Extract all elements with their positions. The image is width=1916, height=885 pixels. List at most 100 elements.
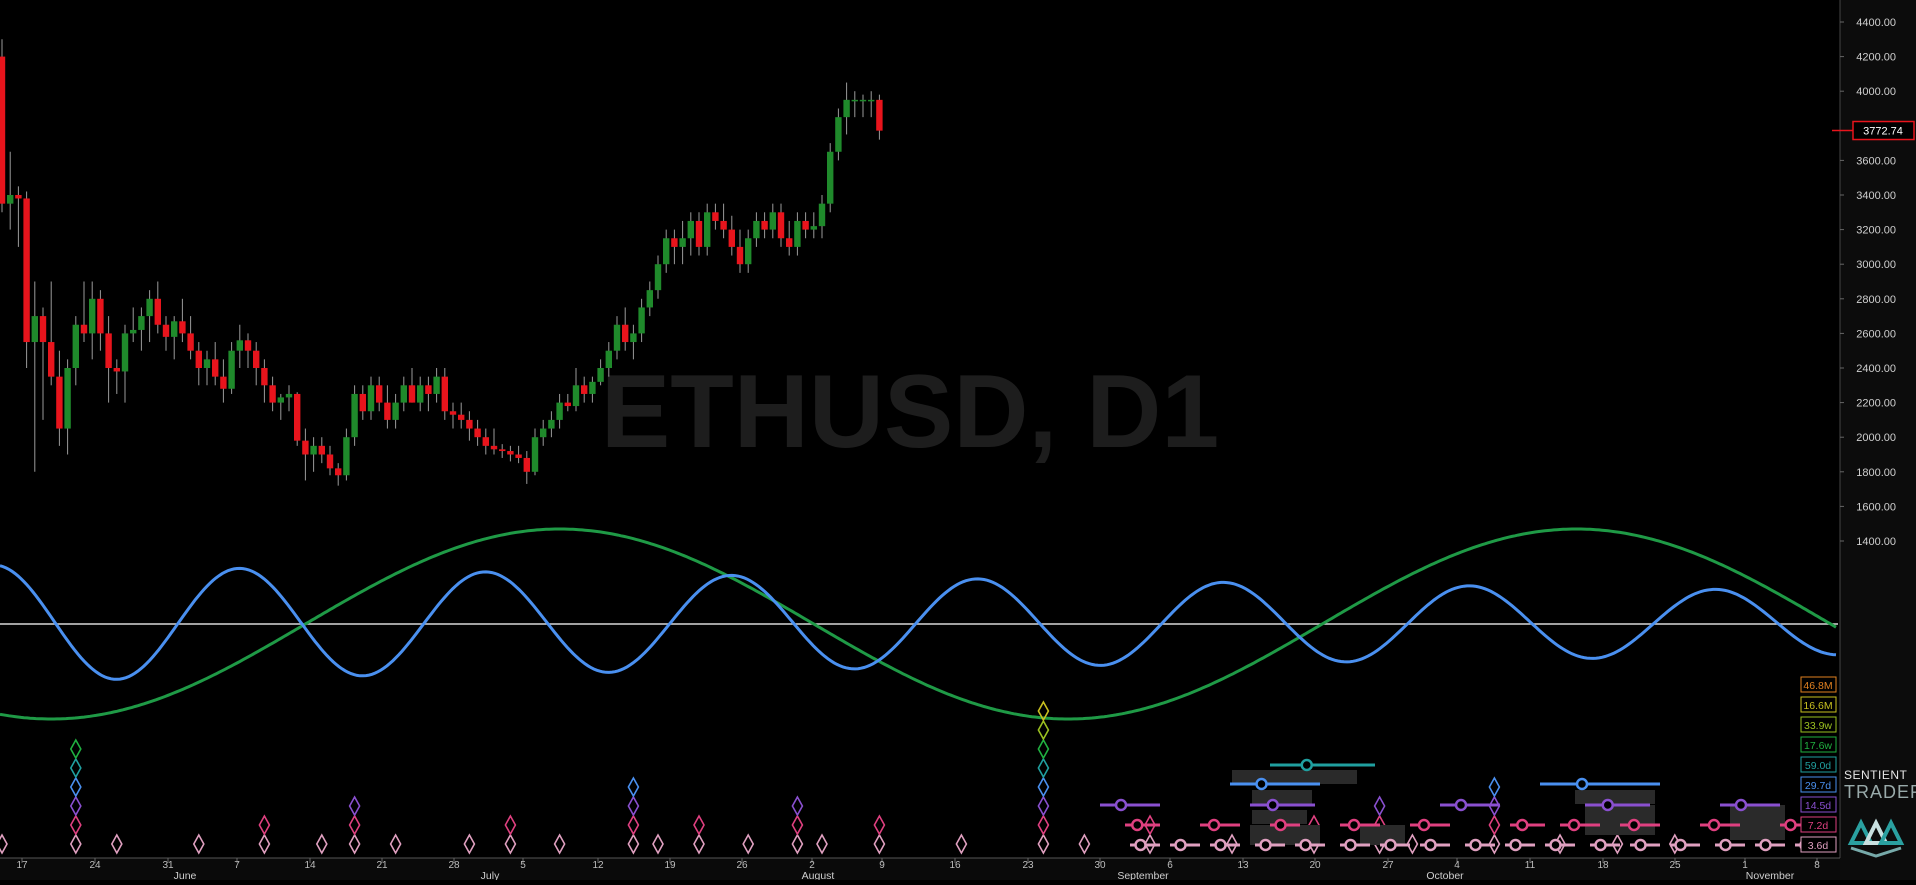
candle-body <box>433 376 440 394</box>
cycle-diamond <box>69 814 82 836</box>
candle-body <box>285 393 293 398</box>
candle-body <box>868 99 875 102</box>
x-month-label: August <box>802 870 835 880</box>
candle-body <box>7 195 14 204</box>
candle-body <box>56 376 63 429</box>
x-month-label: July <box>481 870 500 880</box>
x-day-label: 30 <box>1094 860 1106 871</box>
phasing-marker <box>1259 838 1272 852</box>
x-month-label: June <box>174 870 197 880</box>
candle-body <box>367 385 375 412</box>
candle-body <box>212 359 219 377</box>
candle-body <box>786 238 793 247</box>
cycle-diamond <box>315 833 328 855</box>
cycle-diamond <box>258 833 271 855</box>
candle-body <box>171 321 178 337</box>
phasing-marker <box>1255 777 1268 791</box>
candle-body <box>97 298 104 334</box>
cycle-diamond <box>1406 833 1419 855</box>
phasing-marker <box>1719 838 1732 852</box>
candle-body <box>244 340 252 351</box>
candle-body <box>663 238 670 265</box>
candle-body <box>31 316 38 343</box>
candle-body <box>48 342 55 377</box>
cycle-label: 46.8M <box>1803 680 1832 692</box>
cycle-diamond <box>1037 814 1050 836</box>
candle-body <box>646 290 653 308</box>
candle-body <box>597 368 604 382</box>
candle-body <box>507 451 514 455</box>
candle-body <box>318 445 325 455</box>
candle-body <box>441 376 448 412</box>
x-day-label: 31 <box>162 860 174 871</box>
phasing-block <box>1585 805 1655 835</box>
cycle-diamond <box>1037 738 1050 760</box>
cycle-diamond <box>1488 814 1501 836</box>
phasing-marker <box>1114 798 1128 812</box>
candle-body <box>679 238 686 247</box>
cycle-long <box>0 527 1837 721</box>
candle-body <box>351 393 358 438</box>
cycle-label-box <box>1800 756 1837 773</box>
phasing-marker <box>1575 777 1589 791</box>
phasing-marker <box>1266 798 1279 812</box>
x-day-label: 6 <box>1167 860 1173 871</box>
y-tick-label: 1400.00 <box>1856 536 1896 548</box>
x-day-label: 12 <box>592 860 604 871</box>
y-tick-label: 1600.00 <box>1856 501 1896 513</box>
candle-body <box>72 324 79 368</box>
cycle-diamond <box>627 814 640 836</box>
candle-body <box>499 449 506 452</box>
cycle-diamond <box>69 757 82 779</box>
cycle-label-box <box>1800 816 1837 833</box>
cycle-diamond <box>504 833 517 855</box>
candle-body <box>343 437 350 476</box>
x-day-label: 24 <box>89 860 101 871</box>
x-day-label: 4 <box>1454 860 1460 871</box>
cycle-diamond <box>955 833 968 855</box>
y-tick-label: 4200.00 <box>1856 52 1896 64</box>
x-month-label: November <box>1746 870 1795 880</box>
cycle-diamond <box>0 833 8 855</box>
y-tick-label: 2000.00 <box>1856 432 1896 444</box>
candle-body <box>720 220 727 230</box>
x-day-label: 16 <box>949 860 961 871</box>
candle-body <box>474 428 481 438</box>
y-tick-label: 4000.00 <box>1856 86 1896 98</box>
y-tick-label: 2400.00 <box>1856 363 1896 375</box>
cycle-diamond <box>1037 757 1050 779</box>
cycle-label: 17.6w <box>1804 740 1832 752</box>
x-day-label: 25 <box>1669 860 1681 871</box>
cycle-diamond <box>258 814 271 836</box>
candle-body <box>376 385 383 403</box>
phasing-marker <box>1509 838 1522 852</box>
x-day-label: 8 <box>1814 860 1820 871</box>
cycle-diamond <box>1488 776 1501 798</box>
candle-body <box>0 56 6 204</box>
x-day-label: 2 <box>809 860 815 871</box>
y-tick-label: 3000.00 <box>1856 259 1896 271</box>
candle-body <box>130 329 137 334</box>
phasing-marker <box>1601 798 1614 812</box>
y-tick-label: 2200.00 <box>1856 398 1896 410</box>
candle-body <box>417 385 424 403</box>
cycle-diamond <box>791 833 804 855</box>
cycle-label: 7.2d <box>1808 820 1829 832</box>
cycle-diamond <box>873 833 886 855</box>
candle-body <box>408 385 416 403</box>
candle-body <box>179 321 186 334</box>
phasing-marker <box>1627 818 1641 832</box>
phasing-marker <box>1594 838 1607 852</box>
phasing-marker <box>1300 758 1313 772</box>
cycle-diamond <box>69 776 82 798</box>
cycle-label-box <box>1800 716 1837 733</box>
candle-body <box>425 385 432 394</box>
candle-body <box>687 220 694 239</box>
candle-body <box>827 151 834 204</box>
candle-body <box>449 411 457 415</box>
candle-body <box>704 212 711 247</box>
cycle-diamond <box>1037 719 1050 741</box>
phasing-marker <box>1549 838 1562 852</box>
cycle-diamond <box>1226 833 1238 855</box>
